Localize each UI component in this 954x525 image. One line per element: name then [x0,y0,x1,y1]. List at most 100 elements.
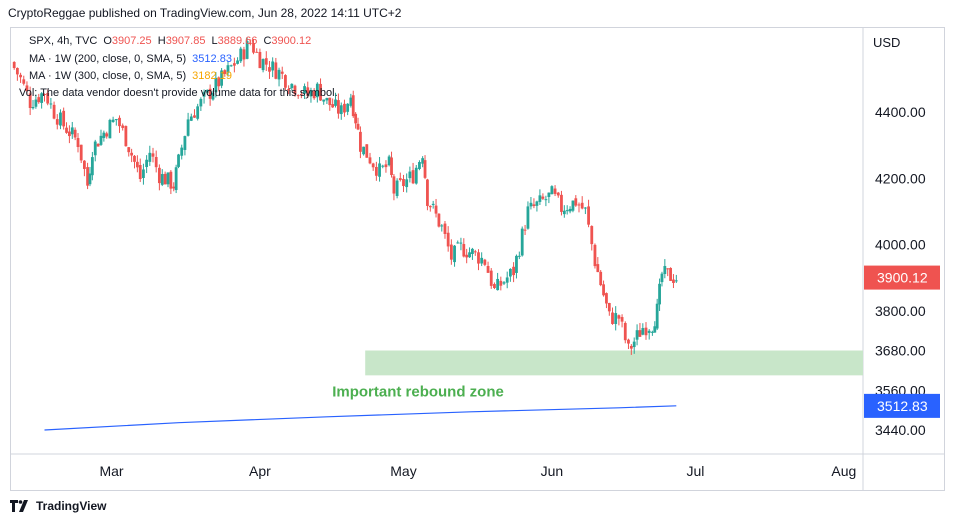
candle-body [596,264,600,273]
candle-body [315,83,319,98]
candle-body [70,127,74,135]
candle-body [365,144,369,158]
candle-body [660,273,664,283]
candle-body [577,204,581,206]
candle-body [130,152,134,156]
candle-body [666,268,670,270]
candle-body [154,156,158,168]
candle-body [418,162,421,170]
candle-body [22,79,26,84]
candle-body [550,186,554,195]
candle-body [232,63,236,66]
candle-body [346,103,350,112]
candle-body [553,188,557,194]
candle-body [145,159,149,168]
price-chart[interactable]: USD Important rebound zone 4400.00 4200.00 4… [11,28,944,490]
candle-body [220,70,224,86]
candle-body [252,43,255,53]
candle-body [166,172,170,185]
candle-body [535,201,539,206]
candle-body [502,282,506,284]
candle-body [480,257,484,264]
current-price-label: 3900.12 [877,270,928,286]
candle-body [226,65,230,73]
candle-body [623,322,627,341]
candle-body [489,270,493,286]
candle-body [459,242,463,244]
candle-body [306,87,310,97]
tradingview-brand[interactable]: TradingView [10,499,106,513]
rebound-zone-rect [365,350,863,376]
candle-body [248,42,252,44]
x-tick-label: Jun [541,463,564,479]
candle-body [339,105,343,115]
legend-high-label: H [157,35,166,47]
candle-body [505,277,509,283]
candle-body [255,51,259,53]
candle-body [290,83,294,89]
y-tick-label: 4000.00 [875,237,926,253]
candle-body [99,135,103,145]
x-tick-label: Mar [99,463,123,479]
candle-body [277,69,281,80]
candle-body [322,99,326,102]
candle-body [93,141,97,156]
rebound-zone-label: Important rebound zone [332,383,504,400]
legend-volume: Vol: The data vendor doesn't provide vol… [19,87,341,99]
candle-body [135,161,139,168]
candle-body [28,93,32,108]
candle-body [512,266,515,276]
candle-body [421,158,425,164]
candle-body [67,131,71,137]
candle-body [169,171,173,189]
candle-body [15,67,19,75]
candle-body [387,156,391,166]
candle-body [239,48,243,62]
legend-ma300-value: 3182.19 [192,70,232,82]
candle-body [12,62,16,69]
candle-body [560,194,563,212]
candle-body [599,271,603,286]
candle-body [517,255,521,257]
candle-body [121,125,125,128]
legend-open-label: O [103,35,112,47]
candle-body [562,210,566,215]
candle-body [556,192,560,196]
candle-body [202,92,206,97]
ma200-price-label: 3512.83 [877,398,928,414]
candle-body [261,59,265,71]
y-tick-label: 4400.00 [875,104,926,120]
candle-body [76,138,80,148]
candle-body [390,157,393,176]
chart-panel[interactable]: USD Important rebound zone 4400.00 4200.00 4… [10,27,945,491]
candle-body [580,202,584,209]
candle-body [629,345,633,349]
candle-body [374,166,378,176]
candle-body [52,104,56,119]
candle-body [590,226,594,245]
legend-symbol: SPX, 4h, TVC [29,35,98,47]
candle-body [493,284,496,289]
candle-body [118,117,121,127]
candle-body [174,167,178,191]
candle-body [437,213,441,227]
candle-body [331,104,335,108]
candle-body [102,132,106,139]
x-tick-label: Aug [831,463,856,479]
candle-body [34,99,38,107]
current-price-label-bg [864,265,940,290]
candle-body [189,116,193,121]
candle-body [638,330,642,337]
candle-body [111,119,115,123]
candle-body [650,331,654,333]
candle-body [568,208,572,212]
candle-body [105,133,109,137]
candle-body [473,251,477,253]
legend-ma200-label: MA · 1W (200, close, 0, SMA, 5) [29,53,187,65]
candle-body [293,85,297,95]
candle-body [520,228,524,256]
candle-body [538,195,542,202]
x-tick-label: Jul [687,463,705,479]
candle-body [334,99,337,106]
candle-body [25,85,29,92]
